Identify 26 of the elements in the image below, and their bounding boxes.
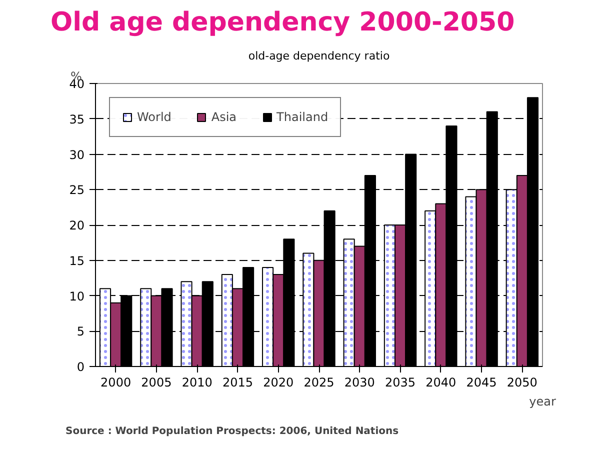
- y-tick-label: 10: [69, 289, 85, 304]
- x-tick-label: 2050: [506, 376, 538, 390]
- x-tick-label: 2030: [344, 376, 375, 390]
- x-tick-label: 2045: [466, 376, 497, 390]
- x-tick-label: 2010: [182, 376, 212, 390]
- y-tick-label: 5: [76, 324, 85, 339]
- y-tick-label: 30: [69, 148, 85, 162]
- legend-label: World: [137, 110, 172, 124]
- source-note: Source : World Population Prospects: 2006, United Nations: [66, 426, 399, 437]
- y-tick-label: 35: [69, 112, 85, 126]
- x-tick-label: 2005: [141, 376, 172, 390]
- y-tick-label: 0: [76, 360, 85, 374]
- y-tick-label: 20: [69, 218, 85, 232]
- x-tick-label: 2040: [426, 376, 456, 390]
- chart-title: Old age dependency 2000-2050: [50, 8, 515, 38]
- x-tick-label: 2020: [263, 376, 294, 390]
- y-tick-label: 15: [69, 254, 85, 268]
- x-tick-label: 2025: [304, 376, 334, 390]
- legend-label: Asia: [211, 110, 237, 124]
- x-tick-label: 2000: [100, 376, 132, 390]
- x-axis-title: year: [529, 394, 556, 408]
- chart-subtitle: old-age dependency ratio: [248, 50, 390, 62]
- x-tick-label: 2015: [222, 376, 254, 390]
- legend-label: Thailand: [276, 110, 328, 124]
- y-tick-label: 25: [69, 183, 85, 198]
- x-tick-label: 2035: [385, 376, 416, 390]
